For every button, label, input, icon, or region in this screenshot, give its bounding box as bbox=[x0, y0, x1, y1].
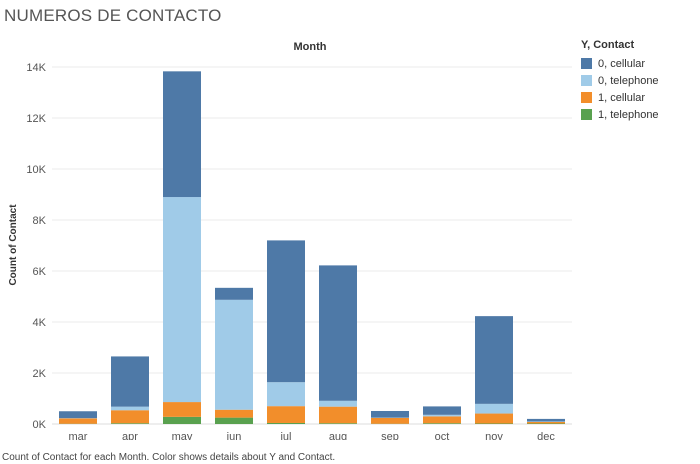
bar-segment bbox=[59, 411, 97, 419]
chart-caption: Count of Contact for each Month. Color s… bbox=[2, 452, 336, 463]
bar-segment bbox=[163, 402, 201, 417]
x-tick-label: oct bbox=[435, 431, 450, 440]
y-axis-label: Count of Contact bbox=[8, 204, 19, 286]
x-tick-label: dec bbox=[537, 431, 555, 440]
bar-segment bbox=[267, 240, 305, 383]
bar-segment bbox=[475, 413, 513, 424]
legend-item[interactable]: 0, telephone bbox=[581, 72, 659, 89]
y-tick-label: 12K bbox=[26, 113, 46, 125]
bar-segment bbox=[319, 265, 357, 401]
bar-segment bbox=[527, 421, 565, 424]
bar-segment bbox=[215, 417, 253, 424]
legend-swatch bbox=[581, 75, 592, 86]
legend-label: 1, cellular bbox=[598, 91, 646, 104]
bar-segment bbox=[215, 299, 253, 410]
bar-segment bbox=[475, 316, 513, 404]
bar-segment bbox=[267, 422, 305, 424]
bar-chart: Month Count of Contact 0K 2K 4K 6K 8K 10K 12K 1… bbox=[8, 41, 572, 440]
y-tick-label: 4K bbox=[33, 317, 47, 329]
bar-segment bbox=[267, 382, 305, 407]
bar-segment bbox=[371, 410, 409, 418]
bar-segment bbox=[267, 406, 305, 423]
bar-segment bbox=[111, 356, 149, 407]
bar-segment bbox=[475, 423, 513, 424]
bars-layer bbox=[59, 71, 565, 424]
legend-title: Y, Contact bbox=[581, 39, 635, 51]
bar-segment bbox=[527, 418, 565, 422]
chart-heading: Month bbox=[294, 41, 327, 53]
y-tick-label: 14K bbox=[26, 62, 46, 74]
legend-swatch bbox=[581, 109, 592, 120]
bar-segment bbox=[111, 423, 149, 424]
y-tick-label: 2K bbox=[33, 368, 47, 380]
bar-segment bbox=[423, 414, 461, 417]
legend-item[interactable]: 1, telephone bbox=[581, 106, 659, 123]
bar-segment bbox=[319, 423, 357, 424]
y-tick-label: 8K bbox=[33, 215, 47, 227]
bar-segment bbox=[423, 406, 461, 415]
x-tick-label: nov bbox=[485, 431, 503, 440]
bar-segment bbox=[111, 410, 149, 424]
bar-segment bbox=[423, 423, 461, 424]
x-tick-label: aug bbox=[329, 431, 347, 440]
bar-segment bbox=[527, 421, 565, 422]
y-tick-label: 6K bbox=[33, 266, 47, 278]
bar-segment bbox=[319, 400, 357, 407]
y-tick-label: 10K bbox=[26, 164, 46, 176]
legend-swatch bbox=[581, 58, 592, 69]
legend-label: 1, telephone bbox=[598, 108, 659, 121]
legend-swatch bbox=[581, 92, 592, 103]
bar-segment bbox=[59, 418, 97, 424]
x-tick-label: may bbox=[172, 431, 193, 440]
chart-title: NUMEROS DE CONTACTO bbox=[4, 6, 222, 25]
bar-segment bbox=[215, 409, 253, 418]
x-tick-label: sep bbox=[381, 431, 399, 440]
bar-segment bbox=[215, 287, 253, 300]
bar-segment bbox=[527, 423, 565, 424]
bar-segment bbox=[319, 406, 357, 424]
legend-label: 0, telephone bbox=[598, 74, 659, 87]
bar-segment bbox=[423, 416, 461, 424]
y-tick-label: 0K bbox=[33, 419, 47, 431]
bar-segment bbox=[111, 406, 149, 411]
bar-segment bbox=[163, 197, 201, 403]
ticks-layer: 0K 2K 4K 6K 8K 10K 12K 14K mar apr may jun jul aug sep… bbox=[26, 62, 555, 440]
legend-item[interactable]: 0, cellular bbox=[581, 55, 659, 72]
bar-segment bbox=[475, 403, 513, 414]
bar-segment bbox=[163, 71, 201, 198]
x-tick-label: jun bbox=[226, 431, 242, 440]
bar-segment bbox=[163, 416, 201, 424]
legend-label: 0, cellular bbox=[598, 57, 646, 70]
bar-segment bbox=[371, 417, 409, 424]
legend-item[interactable]: 1, cellular bbox=[581, 89, 659, 106]
legend: Y, Contact 0, cellular 0, telephone 1, c… bbox=[581, 39, 659, 123]
x-tick-label: jul bbox=[279, 431, 291, 440]
x-tick-label: mar bbox=[69, 431, 88, 440]
x-tick-label: apr bbox=[122, 431, 138, 440]
